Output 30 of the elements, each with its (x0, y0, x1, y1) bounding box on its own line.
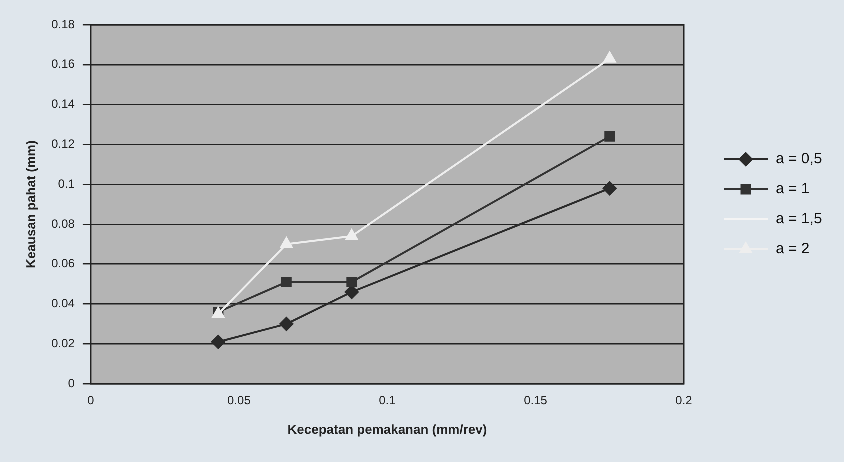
x-tick-label: 0.05 (228, 394, 252, 408)
legend-label: a = 2 (776, 240, 810, 258)
point (604, 52, 616, 63)
y-tick-label: 0.16 (52, 57, 76, 72)
point (346, 277, 358, 288)
point (346, 229, 358, 240)
y-tick-label: 0.08 (52, 216, 76, 231)
y-tick-label: 0.14 (52, 97, 76, 112)
point (281, 277, 292, 288)
y-tick-label: 0.04 (52, 296, 76, 311)
y-tick-label: 0.12 (52, 136, 76, 151)
x-tick-label: 0.2 (676, 394, 693, 408)
legend-label: a = 0,5 (776, 150, 822, 168)
point (211, 335, 226, 350)
x-tick-label: 0.15 (524, 394, 548, 408)
legend-label: a = 1 (776, 180, 810, 198)
x-tick-label: 0.1 (379, 394, 396, 408)
point (280, 237, 293, 248)
y-tick-label: 0.1 (58, 176, 76, 191)
point (602, 182, 617, 196)
x-tick-label: 0 (88, 394, 95, 408)
y-tick-label: 0.18 (52, 17, 76, 32)
point (604, 131, 616, 142)
point (280, 317, 294, 332)
y-tick-label: 0.06 (52, 256, 76, 271)
y-tick-label: 0.02 (52, 336, 76, 350)
x-axis-title: Kecepatan pemakanan (mm/rev) (288, 422, 488, 437)
legend-label: a = 1,5 (776, 210, 822, 228)
y-axis-title: Keausan pahat (mm) (23, 140, 38, 268)
y-tick-label: 0 (68, 376, 76, 390)
